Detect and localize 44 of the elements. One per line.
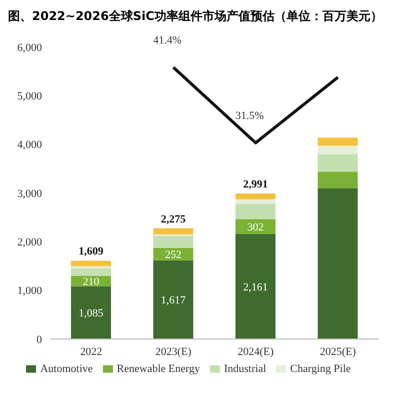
data-label: 210	[82, 276, 100, 288]
x-tick-label: 2023(E)	[155, 346, 192, 358]
bar	[71, 268, 111, 276]
bar	[318, 154, 358, 172]
legend-label: Renewable Energy	[116, 363, 200, 375]
total-label: 2,275	[160, 213, 186, 226]
bar	[318, 172, 358, 188]
bar	[318, 146, 358, 154]
bar	[236, 199, 276, 204]
data-label: 31.5%	[235, 110, 264, 122]
data-label: 302	[247, 221, 264, 234]
bar	[236, 219, 276, 234]
legend-label: Industrial	[224, 363, 266, 375]
y-tick-label: 2,000	[17, 236, 42, 249]
bar	[153, 260, 194, 339]
y-tick-label: 3,000	[17, 188, 42, 200]
bar	[153, 236, 194, 248]
bar	[153, 248, 194, 260]
legend-label: Automotive	[40, 363, 93, 375]
data-label: 252	[165, 249, 182, 262]
x-tick-label: 2025(E)	[320, 346, 356, 358]
bar	[236, 204, 276, 220]
x-tick-label: 2022	[80, 346, 102, 358]
y-tick-label: 0	[36, 334, 42, 346]
y-tick-label: 6,000	[17, 42, 42, 54]
data-label: 2,161	[243, 281, 268, 294]
bar	[318, 188, 358, 339]
total-label: 1,609	[78, 246, 104, 258]
legend-label: Charging Pile	[290, 363, 351, 375]
y-tick-label: 4,000	[17, 139, 42, 152]
x-tick-label: 2024(E)	[238, 346, 274, 358]
chart-title: 图、2022~2026全球SiC功率组件市场产值预估（单位：百万美元）	[8, 8, 384, 25]
bar	[236, 193, 276, 200]
data-label: 41.4%	[153, 34, 182, 46]
y-tick-label: 5,000	[17, 90, 42, 103]
bar	[153, 228, 194, 234]
data-label: 1,085	[78, 308, 104, 320]
bar	[318, 138, 358, 146]
total-label: 2,991	[243, 178, 268, 190]
data-label: 1,617	[160, 294, 186, 307]
bar	[236, 234, 276, 339]
bar	[71, 260, 111, 266]
bar	[71, 286, 111, 339]
y-tick-label: 1,000	[17, 285, 42, 298]
